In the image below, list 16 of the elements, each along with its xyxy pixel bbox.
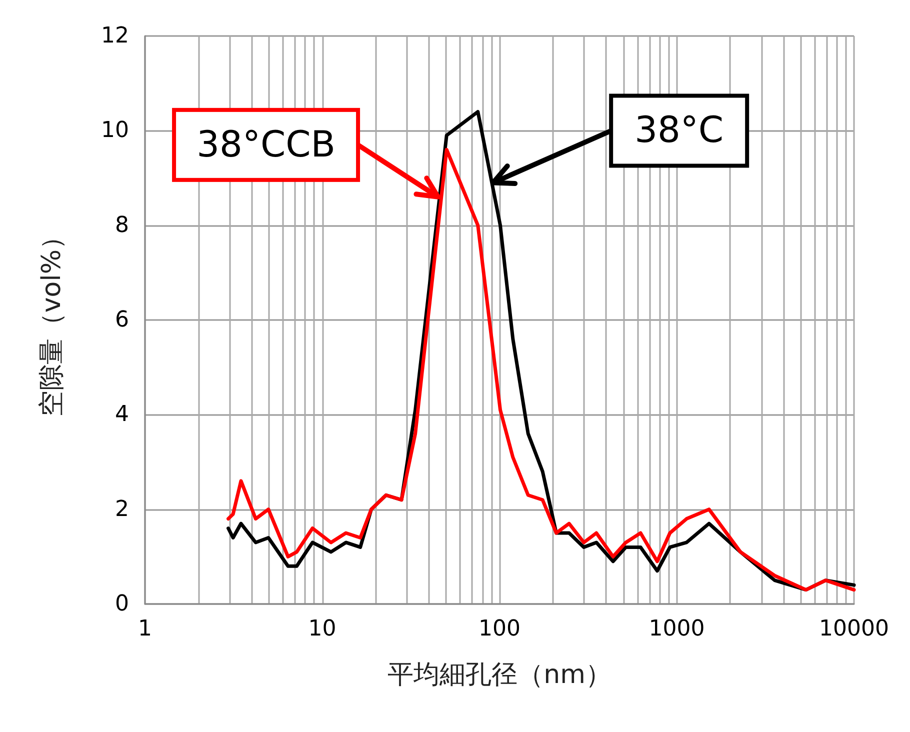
- x-tick-label: 1000: [648, 616, 705, 642]
- x-tick-label: 1: [138, 616, 152, 642]
- y-axis-title: 空隙量（vol%）: [37, 223, 67, 417]
- x-axis-title: 平均細孔径（nm）: [388, 660, 612, 690]
- y-tick-label: 10: [101, 118, 129, 144]
- x-tick-label: 10: [308, 616, 336, 642]
- annotation: 38°CCB: [196, 124, 336, 166]
- y-tick-label: 2: [115, 496, 129, 522]
- x-tick-label: 10000: [819, 616, 889, 642]
- y-tick-label: 6: [115, 308, 129, 332]
- annotation: 38°C: [634, 110, 724, 152]
- y-tick-label: 8: [115, 212, 129, 238]
- y-tick-label: 12: [101, 24, 129, 48]
- x-tick-label: 100: [478, 616, 520, 642]
- y-tick-label: 0: [115, 592, 129, 616]
- y-tick-label: 4: [115, 402, 129, 428]
